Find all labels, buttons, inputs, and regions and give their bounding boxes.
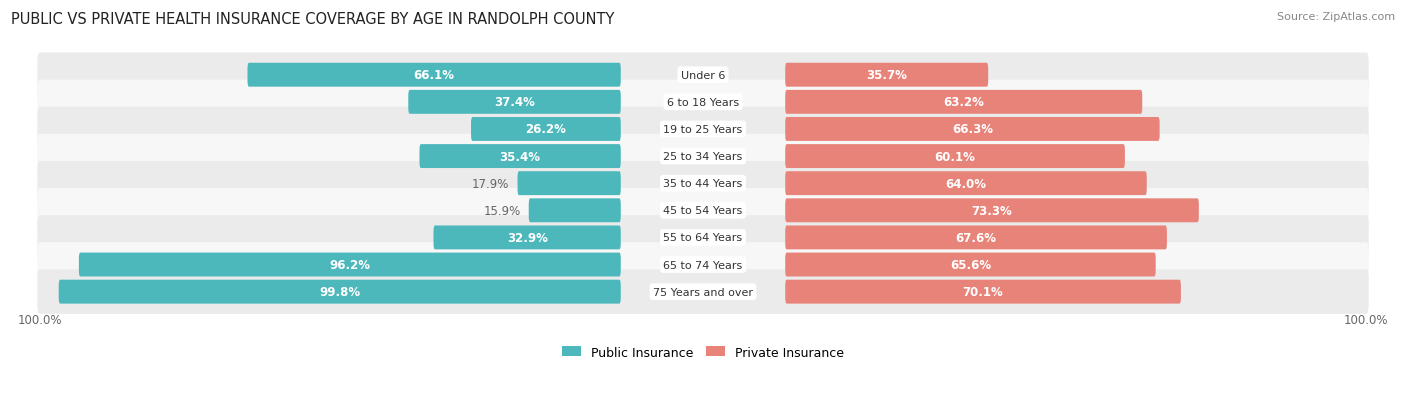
Text: 35 to 44 Years: 35 to 44 Years bbox=[664, 179, 742, 189]
FancyBboxPatch shape bbox=[408, 90, 621, 114]
Text: 35.4%: 35.4% bbox=[499, 150, 541, 163]
FancyBboxPatch shape bbox=[785, 90, 1142, 114]
Text: 35.7%: 35.7% bbox=[866, 69, 907, 82]
Text: 17.9%: 17.9% bbox=[472, 177, 509, 190]
FancyBboxPatch shape bbox=[785, 64, 988, 88]
FancyBboxPatch shape bbox=[785, 280, 1181, 304]
FancyBboxPatch shape bbox=[529, 199, 621, 223]
FancyBboxPatch shape bbox=[785, 253, 1156, 277]
FancyBboxPatch shape bbox=[785, 145, 1125, 169]
Text: 6 to 18 Years: 6 to 18 Years bbox=[666, 97, 740, 107]
FancyBboxPatch shape bbox=[471, 118, 621, 142]
Text: Under 6: Under 6 bbox=[681, 71, 725, 81]
Text: 73.3%: 73.3% bbox=[972, 204, 1012, 217]
Text: 63.2%: 63.2% bbox=[943, 96, 984, 109]
Text: PUBLIC VS PRIVATE HEALTH INSURANCE COVERAGE BY AGE IN RANDOLPH COUNTY: PUBLIC VS PRIVATE HEALTH INSURANCE COVER… bbox=[11, 12, 614, 27]
Text: 99.8%: 99.8% bbox=[319, 285, 360, 299]
Text: 65 to 74 Years: 65 to 74 Years bbox=[664, 260, 742, 270]
FancyBboxPatch shape bbox=[59, 280, 621, 304]
Text: Source: ZipAtlas.com: Source: ZipAtlas.com bbox=[1277, 12, 1395, 22]
FancyBboxPatch shape bbox=[38, 270, 1368, 314]
Text: 32.9%: 32.9% bbox=[506, 231, 547, 244]
Text: 75 Years and over: 75 Years and over bbox=[652, 287, 754, 297]
Text: 96.2%: 96.2% bbox=[329, 259, 370, 271]
Text: 25 to 34 Years: 25 to 34 Years bbox=[664, 152, 742, 161]
Text: 66.3%: 66.3% bbox=[952, 123, 993, 136]
FancyBboxPatch shape bbox=[38, 243, 1368, 287]
Legend: Public Insurance, Private Insurance: Public Insurance, Private Insurance bbox=[562, 346, 844, 358]
FancyBboxPatch shape bbox=[517, 172, 621, 196]
FancyBboxPatch shape bbox=[38, 189, 1368, 233]
FancyBboxPatch shape bbox=[785, 118, 1160, 142]
FancyBboxPatch shape bbox=[38, 107, 1368, 152]
FancyBboxPatch shape bbox=[785, 199, 1199, 223]
Text: 66.1%: 66.1% bbox=[413, 69, 454, 82]
FancyBboxPatch shape bbox=[38, 135, 1368, 179]
Text: 64.0%: 64.0% bbox=[945, 177, 987, 190]
Text: 70.1%: 70.1% bbox=[963, 285, 1004, 299]
FancyBboxPatch shape bbox=[79, 253, 621, 277]
FancyBboxPatch shape bbox=[38, 216, 1368, 260]
FancyBboxPatch shape bbox=[247, 64, 621, 88]
Text: 15.9%: 15.9% bbox=[484, 204, 520, 217]
FancyBboxPatch shape bbox=[38, 81, 1368, 125]
Text: 45 to 54 Years: 45 to 54 Years bbox=[664, 206, 742, 216]
FancyBboxPatch shape bbox=[38, 53, 1368, 98]
FancyBboxPatch shape bbox=[785, 226, 1167, 250]
Text: 65.6%: 65.6% bbox=[950, 259, 991, 271]
FancyBboxPatch shape bbox=[785, 172, 1147, 196]
Text: 60.1%: 60.1% bbox=[935, 150, 976, 163]
FancyBboxPatch shape bbox=[419, 145, 621, 169]
Text: 55 to 64 Years: 55 to 64 Years bbox=[664, 233, 742, 243]
FancyBboxPatch shape bbox=[38, 161, 1368, 206]
Text: 37.4%: 37.4% bbox=[494, 96, 534, 109]
Text: 19 to 25 Years: 19 to 25 Years bbox=[664, 125, 742, 135]
Text: 67.6%: 67.6% bbox=[956, 231, 997, 244]
Text: 26.2%: 26.2% bbox=[526, 123, 567, 136]
FancyBboxPatch shape bbox=[433, 226, 621, 250]
